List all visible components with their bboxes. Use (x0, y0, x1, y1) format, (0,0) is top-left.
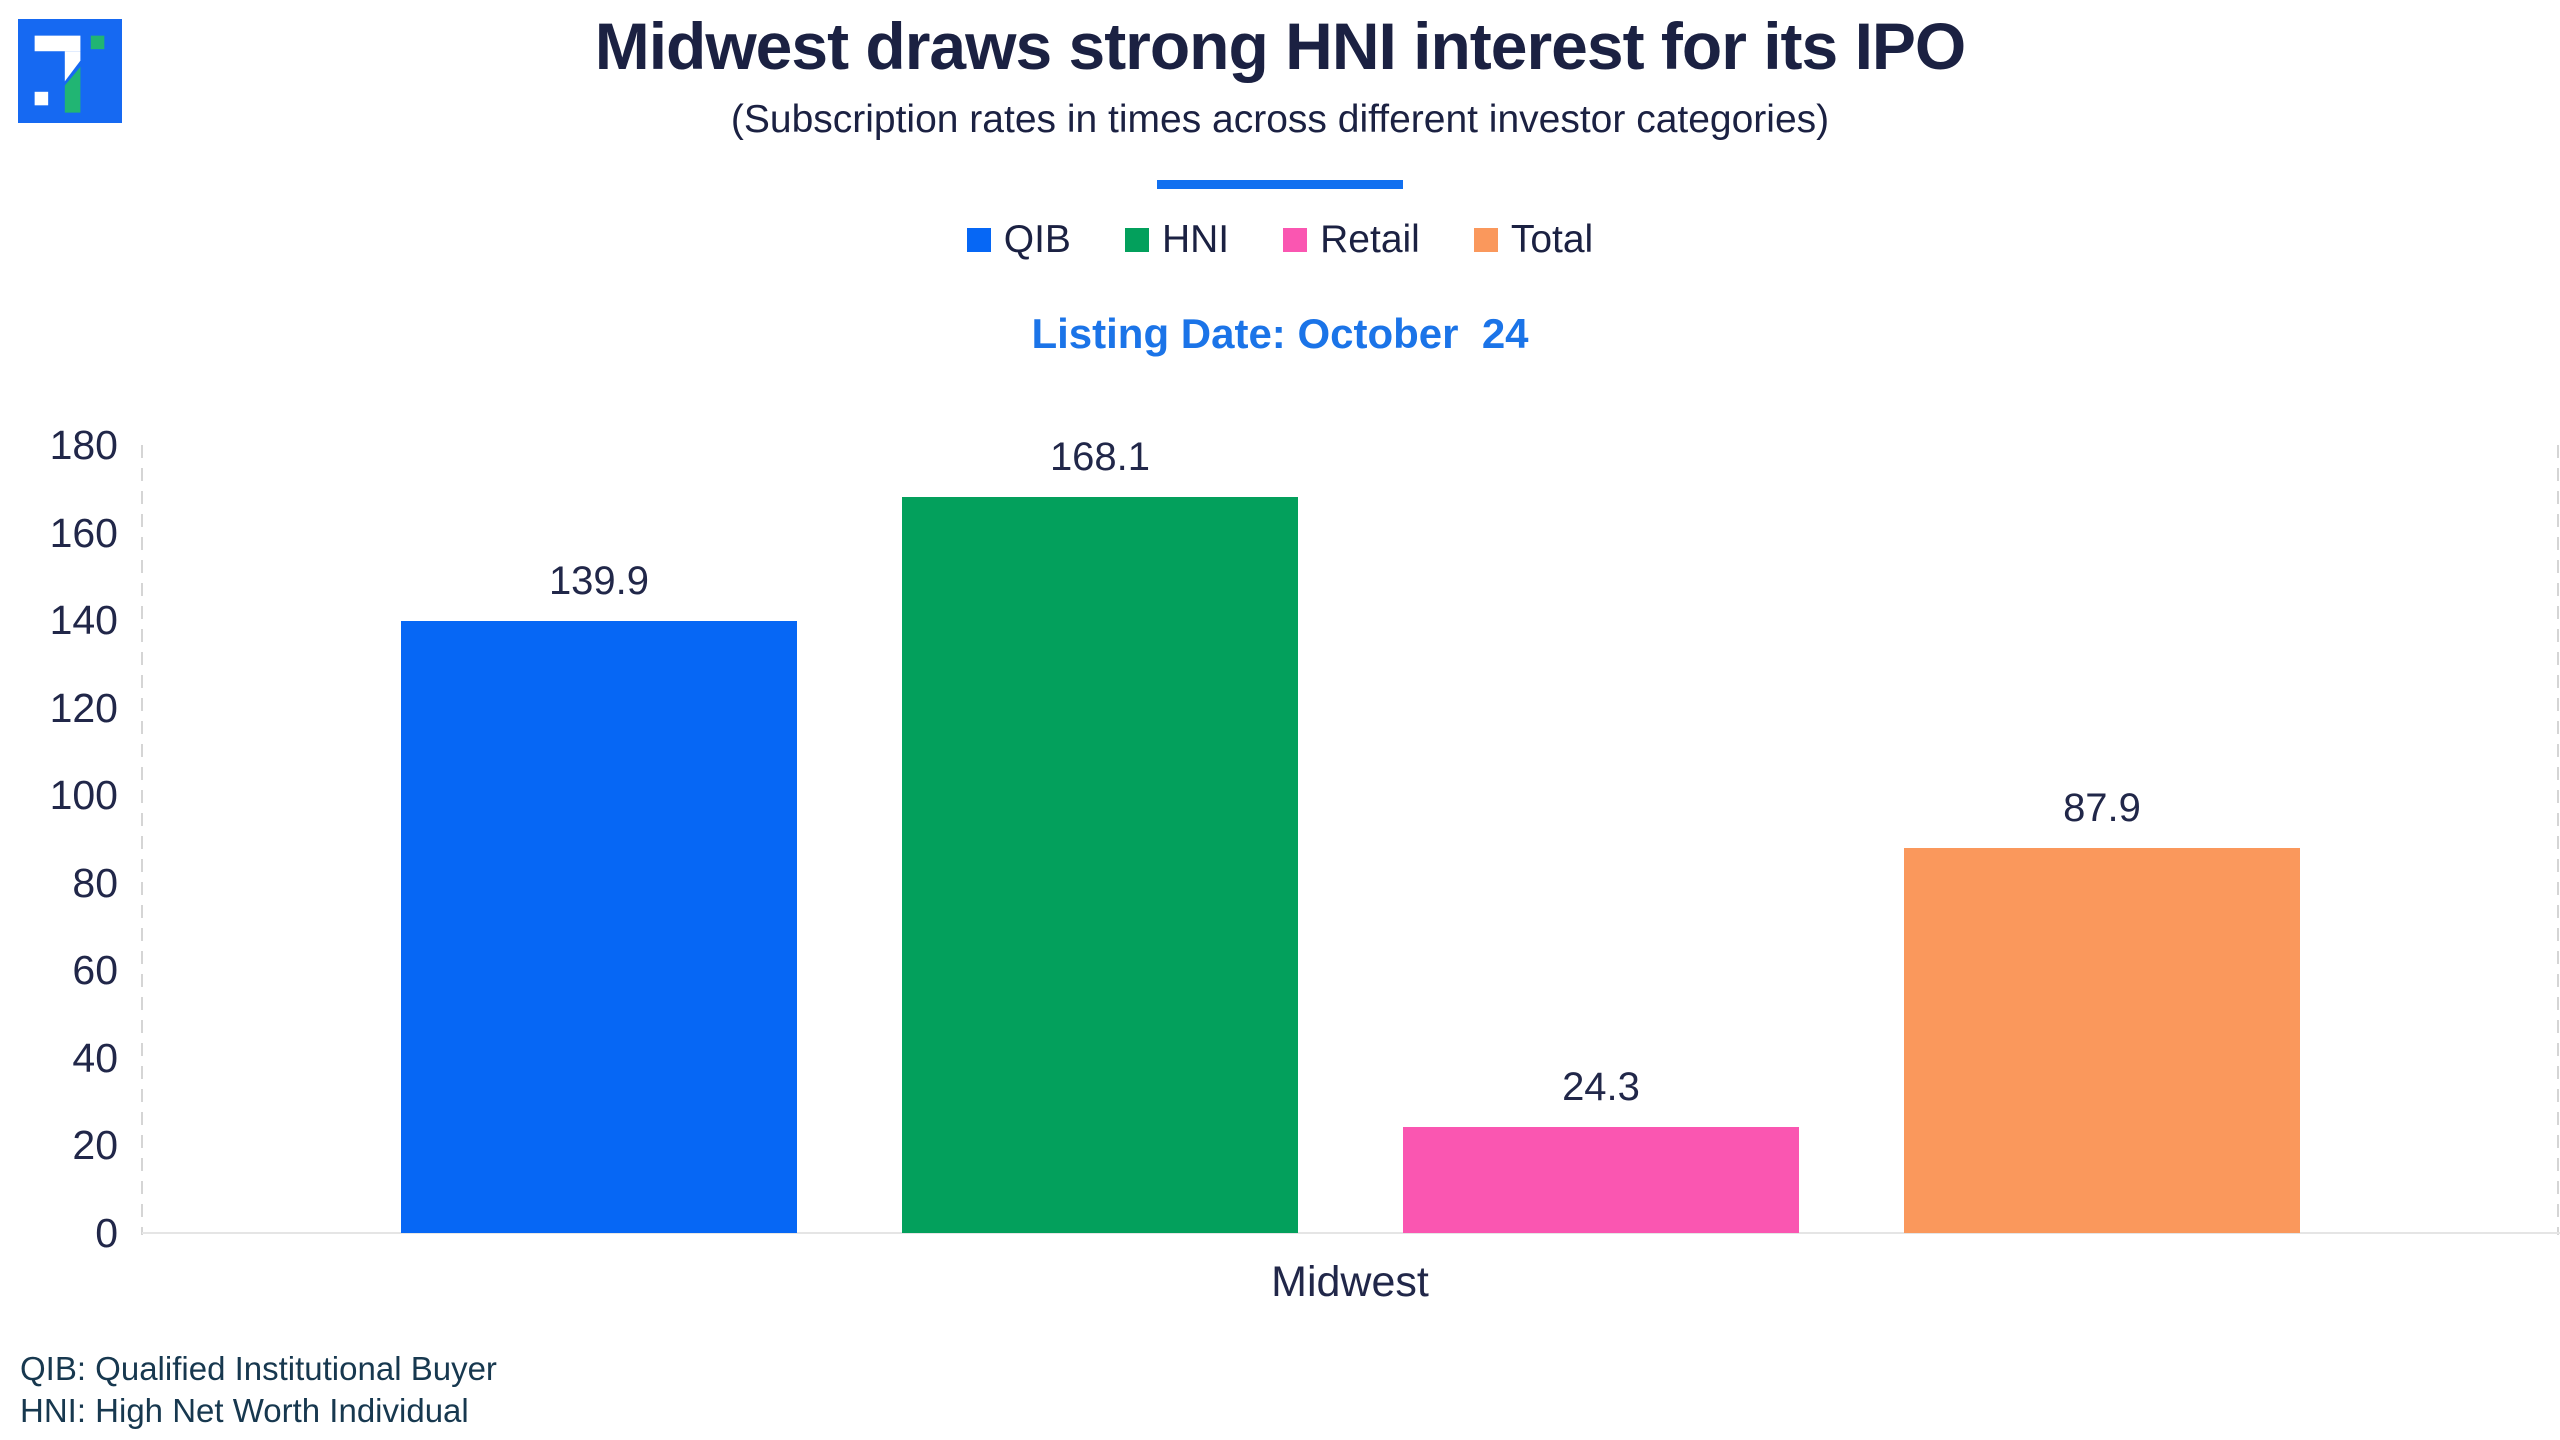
legend-label-total: Total (1510, 218, 1594, 261)
y-axis-tick-label: 20 (72, 1122, 118, 1169)
legend-item-retail: Retail (1283, 218, 1420, 262)
y-axis-tick-label: 140 (49, 597, 118, 644)
legend-marker-total (1473, 228, 1498, 252)
y-axis-tick-label: 120 (49, 684, 118, 731)
bar-total (1904, 848, 2300, 1233)
x-axis-line (142, 1232, 2560, 1234)
y-axis-tick-label: 40 (72, 1034, 118, 1081)
bar-value-label-hni: 168.1 (1049, 435, 1151, 480)
chart-legend: QIB HNI Retail Total (0, 218, 2560, 262)
y-axis-tick-label: 180 (49, 422, 118, 468)
y-axis-tick-label: 160 (49, 509, 118, 556)
bar-value-label-total: 87.9 (2063, 786, 2141, 831)
legend-label-hni: HNI (1161, 218, 1230, 261)
y-axis-tick-label: 80 (72, 859, 118, 906)
brand-logo (18, 18, 122, 124)
title-underline (1157, 180, 1403, 189)
chart-subtitle: (Subscription rates in times across diff… (730, 98, 1830, 141)
plot-area: 0 20 40 60 80 100 120 140 160 180 139.9 168.1 24.3 87… (50, 422, 2560, 1256)
y-axis-tick-label: 0 (95, 1210, 118, 1256)
legend-item-total: Total (1473, 218, 1594, 262)
legend-item-qib: QIB (966, 218, 1071, 262)
chart-title: Midwest draws strong HNI interest for it… (594, 9, 1967, 83)
bar-value-label-retail: 24.3 (1562, 1064, 1640, 1109)
y-axis-tick-label: 100 (49, 772, 118, 819)
legend-label-qib: QIB (1003, 218, 1071, 261)
footnote-hni: HNI: High Net Worth Individual (20, 1392, 469, 1429)
bar-hni (902, 497, 1298, 1233)
listing-date-label: Listing Date: October 24 (1031, 310, 1529, 357)
legend-marker-qib (966, 228, 991, 252)
y-axis-tick-label: 60 (72, 947, 118, 994)
footnotes: QIB: Qualified Institutional Buyer HNI: … (20, 1348, 497, 1432)
bar-value-label-qib: 139.9 (548, 558, 650, 603)
x-axis-category-label: Midwest (1271, 1258, 1429, 1306)
right-plot-border (2557, 445, 2559, 1235)
legend-marker-retail (1283, 228, 1308, 252)
legend-item-hni: HNI (1124, 218, 1230, 262)
brand-logo-icon (18, 19, 122, 123)
bar-retail (1403, 1126, 1799, 1233)
bar-qib (401, 620, 797, 1233)
footnote-qib: QIB: Qualified Institutional Buyer (20, 1350, 497, 1387)
legend-label-retail: Retail (1320, 218, 1420, 261)
y-axis-line (141, 445, 143, 1235)
legend-marker-hni (1124, 228, 1149, 252)
